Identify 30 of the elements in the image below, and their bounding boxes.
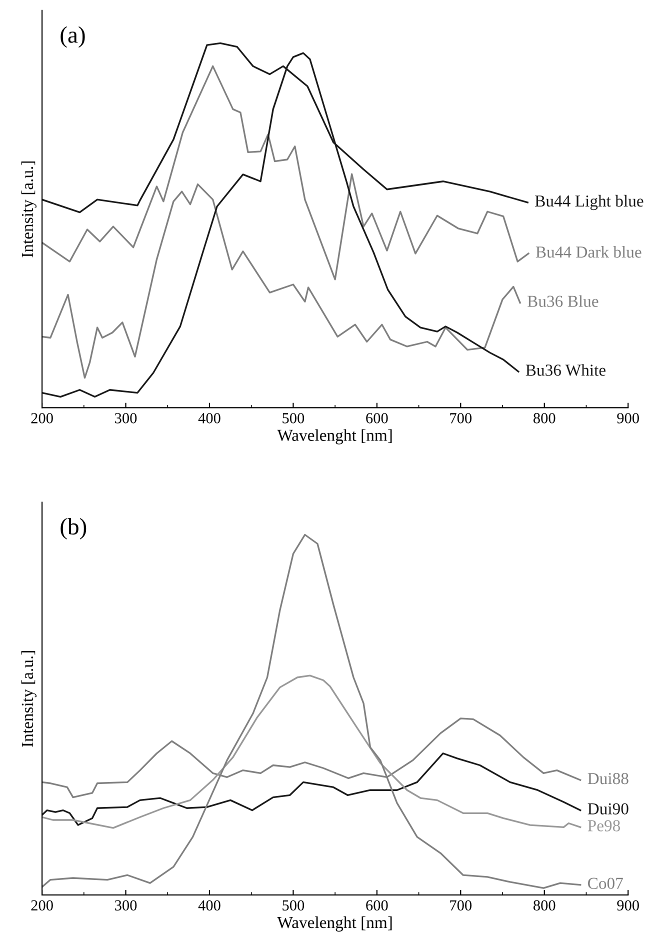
x-tick-label: 600 xyxy=(366,413,388,424)
y-axis-title: Intensity [a.u.] xyxy=(21,651,36,747)
annotation: (b) xyxy=(60,518,86,540)
x-tick-label: 700 xyxy=(450,900,472,911)
x-tick-label: 900 xyxy=(617,900,639,911)
series-label: Co07 xyxy=(588,878,623,890)
x-tick-label: 500 xyxy=(282,413,304,424)
series-label: Dui90 xyxy=(588,803,628,814)
series-label: Bu44 Dark blue xyxy=(536,246,642,258)
x-tick-label: 500 xyxy=(282,900,304,911)
x-tick-label: 200 xyxy=(31,413,53,424)
y-axis-title: Intensity [a.u.] xyxy=(21,161,36,258)
x-tick-label: 900 xyxy=(617,413,639,424)
x-tick-label: 400 xyxy=(198,413,220,424)
x-tick-label: 800 xyxy=(533,413,556,424)
series-label: Bu36 Blue xyxy=(528,295,598,307)
x-tick-label: 300 xyxy=(115,900,137,911)
x-axis-title: Wavelenght [nm] xyxy=(277,916,392,932)
series-label: Dui88 xyxy=(588,772,628,784)
x-tick-label: 400 xyxy=(198,900,220,911)
x-tick-label: 600 xyxy=(366,900,388,911)
x-tick-label: 700 xyxy=(450,413,472,424)
x-tick-label: 800 xyxy=(533,900,556,911)
series-label: Pe98 xyxy=(588,820,620,832)
x-tick-label: 300 xyxy=(115,413,137,424)
series-label: Bu36 White xyxy=(526,364,606,376)
x-tick-label: 200 xyxy=(31,900,53,911)
annotation: (a) xyxy=(60,26,85,48)
x-axis-title: Wavelenght [nm] xyxy=(277,429,392,444)
series-label: Bu44 Light blue xyxy=(535,194,644,210)
